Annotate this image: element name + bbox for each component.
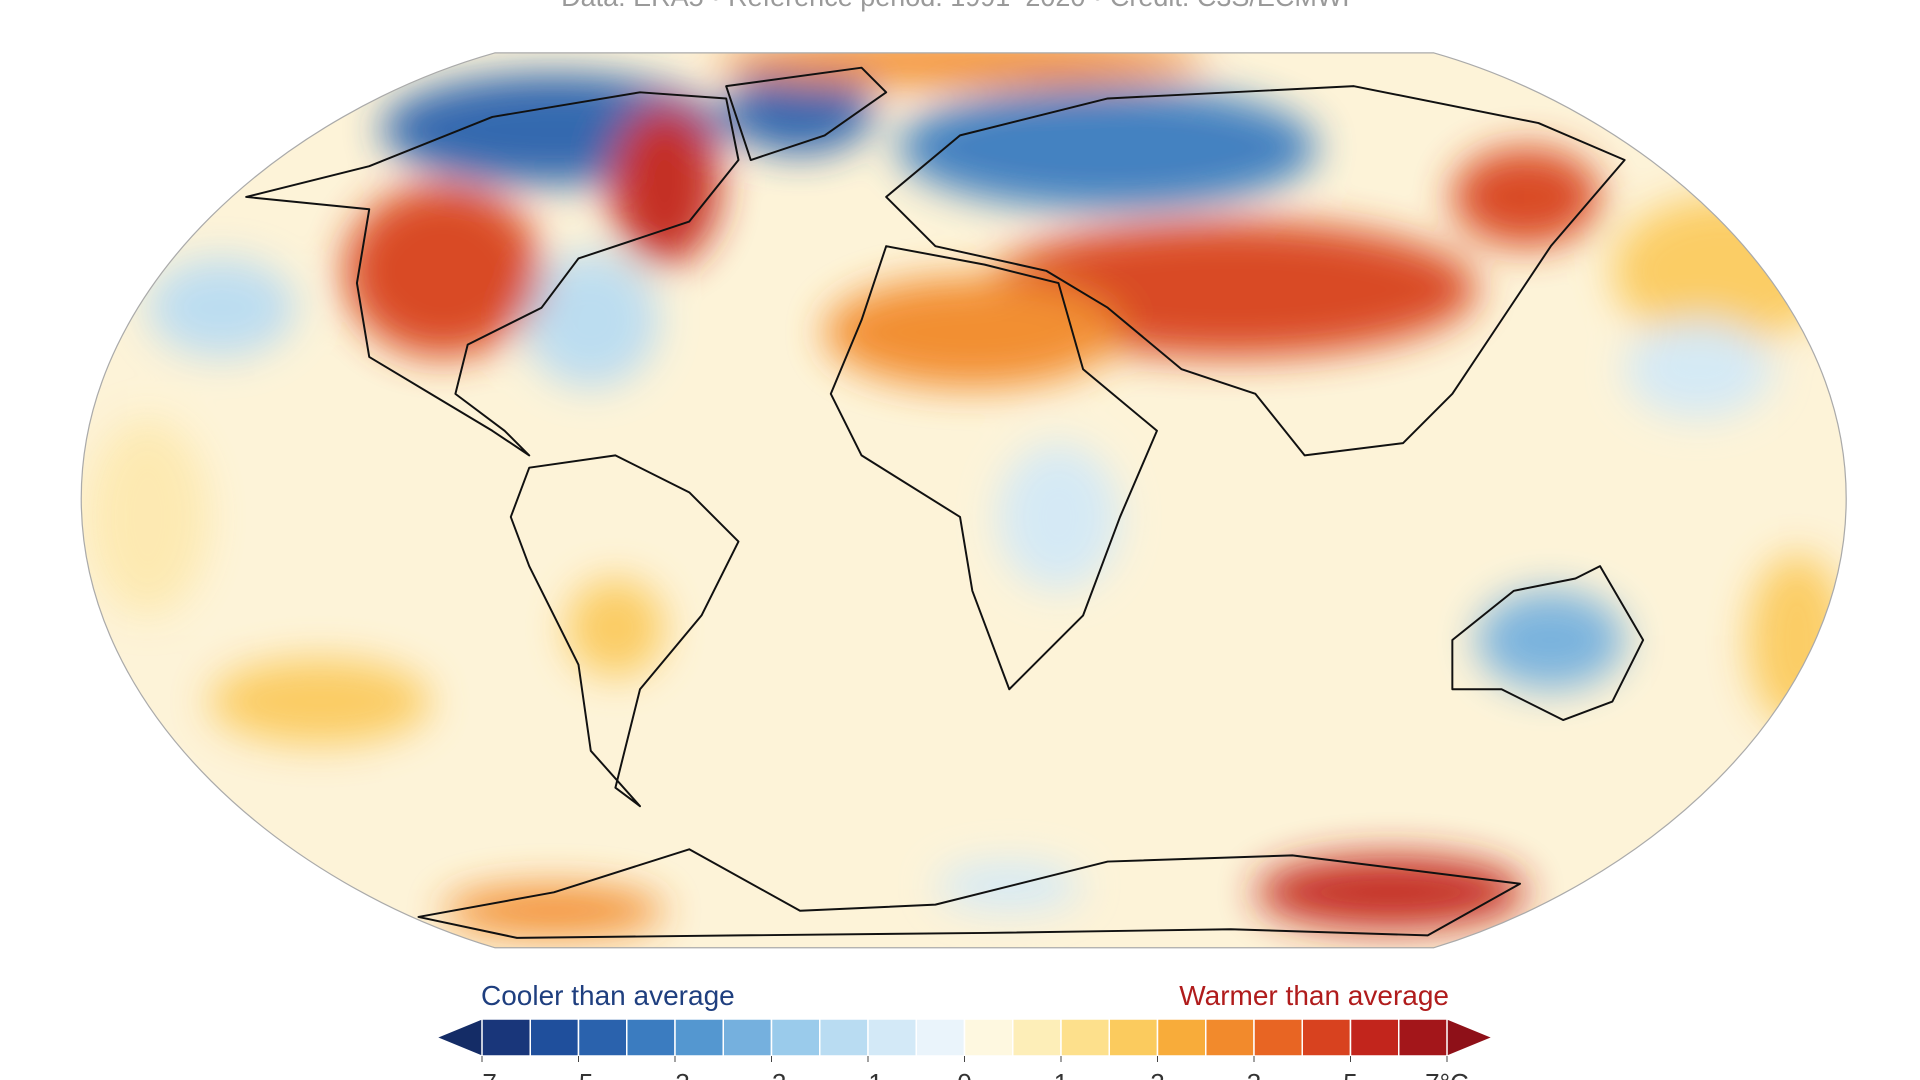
colorbar-under-arrow	[435, 1018, 483, 1057]
colorbar-segment	[722, 1018, 773, 1057]
colorbar-segment	[674, 1018, 724, 1057]
colorbar-segment	[1205, 1018, 1255, 1057]
colorbar-segment	[1012, 1018, 1062, 1057]
colorbar-segment	[1108, 1018, 1159, 1057]
colorbar-segment	[770, 1018, 821, 1057]
colorbar-segment	[1253, 1018, 1303, 1057]
colorbar-tick-label: 2	[1150, 1068, 1164, 1080]
colorbar-tick-label: −3	[660, 1068, 690, 1080]
colorbar-tick-label: 7°C	[1425, 1068, 1469, 1080]
colorbar-segment	[867, 1018, 917, 1057]
colorbar-segment	[1349, 1018, 1400, 1057]
credit-line: Data: ERA5 • Reference period: 1991–2020…	[561, 0, 1359, 12]
colorbar-tick-label: 1	[1054, 1068, 1068, 1080]
colorbar-tick-label: 3	[1247, 1068, 1261, 1080]
colorbar-over-arrow	[1446, 1018, 1494, 1057]
cooler-label: Cooler than average	[481, 980, 735, 1011]
colorbar-segment	[915, 1018, 966, 1057]
colorbar-segment	[481, 1018, 531, 1057]
coastlines	[245, 66, 1645, 939]
colorbar-tick-label: 0	[957, 1068, 971, 1080]
colorbar-segment	[819, 1018, 869, 1057]
colorbar-tick-label: −2	[757, 1068, 787, 1080]
colorbar-segment	[577, 1018, 628, 1057]
warmer-label: Warmer than average	[1179, 980, 1449, 1011]
colorbar-segment	[963, 1018, 1014, 1057]
colorbar-tick-label: −7	[467, 1068, 497, 1080]
colorbar-segment	[529, 1018, 580, 1057]
colorbar-segment	[1060, 1018, 1110, 1057]
colorbar-tick-label: 5	[1343, 1068, 1357, 1080]
colorbar-segment	[1301, 1018, 1352, 1057]
map-frame	[80, 52, 1847, 949]
colorbar-segment	[1398, 1018, 1448, 1057]
colorbar-segment	[626, 1018, 676, 1057]
colorbar: −7 −5 −3 −2 −1 0 1 2 3 5 7°C	[435, 1018, 1494, 1080]
colorbar-tick-label: −1	[853, 1068, 883, 1080]
colorbar-tick-label: −5	[564, 1068, 594, 1080]
colorbar-segment	[1156, 1018, 1207, 1057]
